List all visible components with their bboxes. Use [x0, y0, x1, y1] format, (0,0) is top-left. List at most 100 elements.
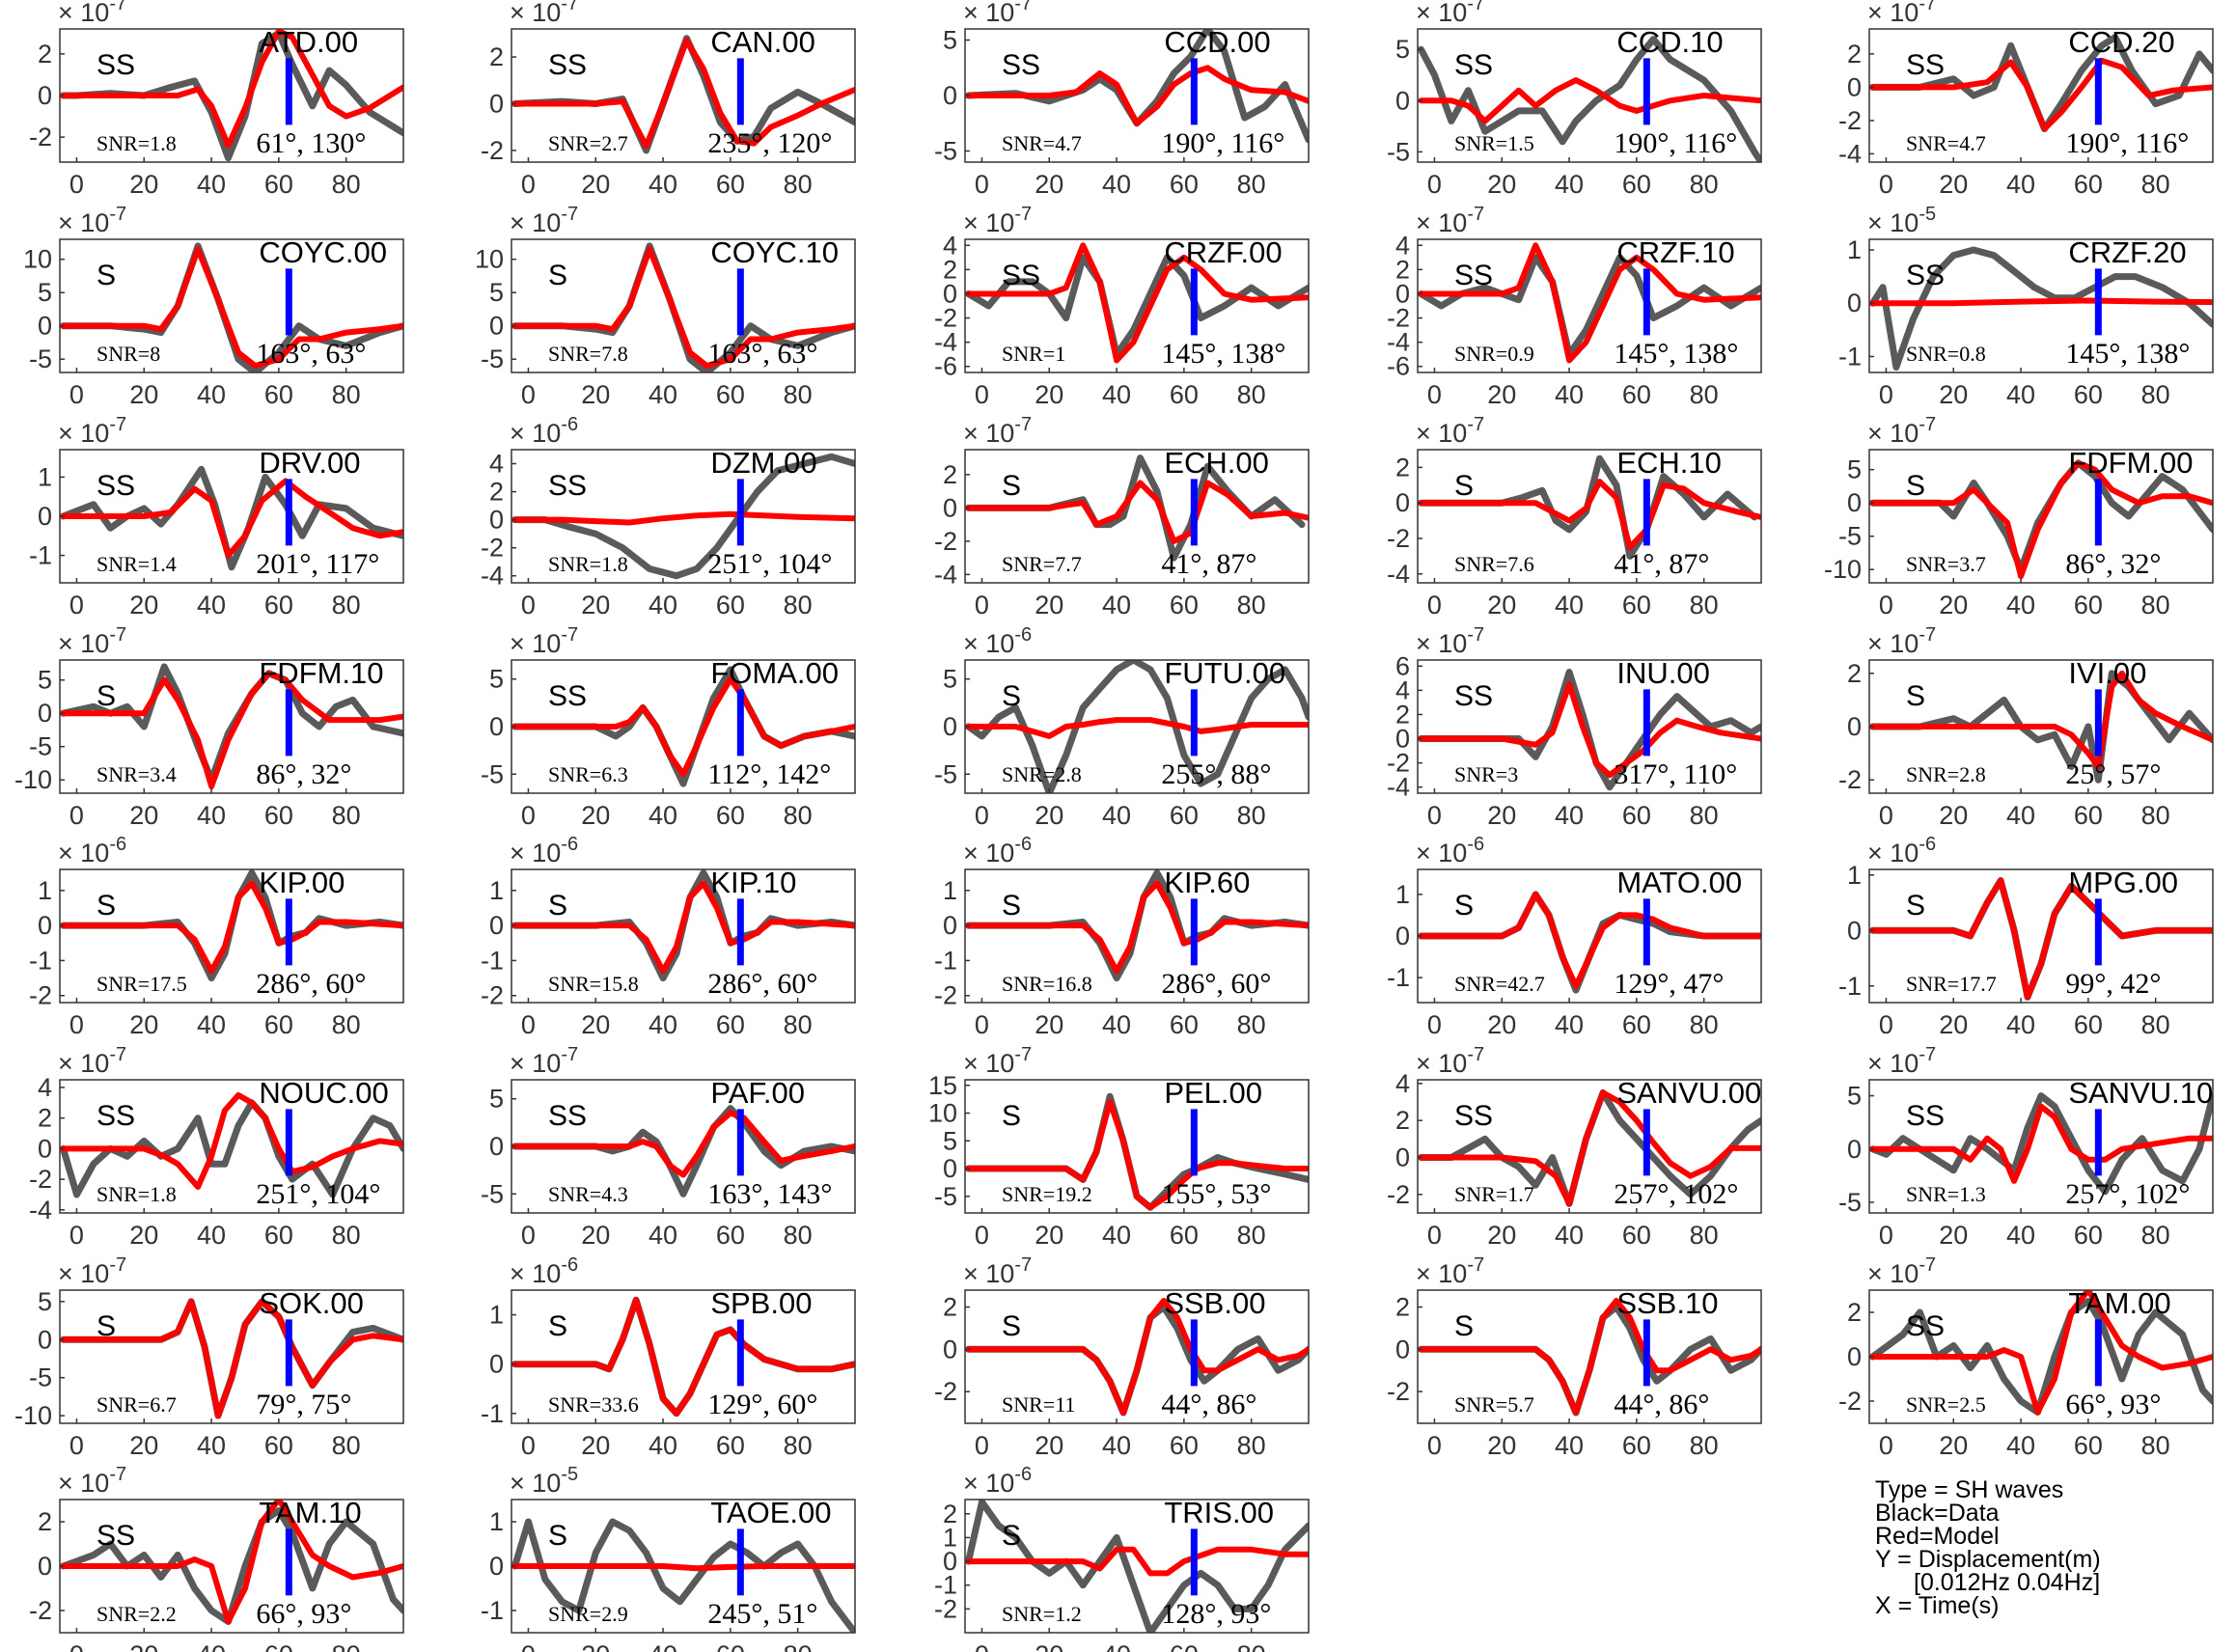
y-tick-label: -2: [934, 1594, 957, 1623]
x-tick-label: 60: [716, 1221, 745, 1250]
axes-box: [964, 238, 1310, 373]
y-exponent: × 10-7: [1867, 624, 1936, 658]
x-tick-label: 40: [1555, 1010, 1584, 1039]
legend-band: [0.012Hz 0.04Hz]: [1914, 1569, 2101, 1596]
x-tick-label: 40: [649, 1221, 677, 1250]
y-tick-label: 5: [38, 1287, 52, 1316]
x-tick-label: 40: [1102, 380, 1131, 409]
x-tick-label: 80: [2141, 801, 2170, 830]
azimuth-label: 66°, 93°: [256, 1598, 351, 1630]
station-label: CAN.00: [710, 25, 815, 59]
y-tick-label: 0: [1395, 86, 1410, 115]
axes-box: [1417, 449, 1762, 584]
y-tick-label: 1: [489, 1301, 504, 1330]
azimuth-label: 66°, 93°: [2065, 1389, 2161, 1420]
station-label: TAOE.00: [710, 1496, 831, 1529]
y-tick-label: 5: [943, 665, 957, 694]
y-tick-label: -5: [481, 759, 504, 788]
y-tick-label: 2: [943, 1500, 957, 1528]
model-trace: [965, 65, 1309, 126]
panel-CCD.20: 0 20 40 60 80 -4 -2 0 2× 10-7 SS CCD.20 SNR=4.7 190°…: [1838, 0, 2214, 199]
x-tick-label: 40: [197, 1010, 226, 1039]
x-tick-label: 40: [1555, 591, 1584, 620]
panel-KIP.10: 0 20 40 60 80 -2 -1 0 1× 10-6 S KIP.10 SNR=15.8 286°…: [481, 834, 856, 1039]
model-trace: [511, 246, 855, 370]
x-tick-label: 20: [129, 801, 158, 830]
x-tick-label: 0: [975, 1431, 989, 1460]
station-label: COYC.00: [259, 235, 387, 269]
y-tick-label: 0: [1847, 916, 1862, 945]
x-tick-label: 40: [649, 1010, 677, 1039]
azimuth-label: 190°, 116°: [1614, 127, 1737, 159]
x-tick-label: 40: [1555, 1431, 1584, 1460]
y-exponent: × 10-7: [1416, 1254, 1484, 1288]
x-tick-label: 80: [1690, 801, 1719, 830]
model-trace: [965, 1298, 1309, 1416]
model-trace: [511, 675, 855, 778]
x-tick-label: 60: [1622, 591, 1651, 620]
x-tick-label: 20: [129, 1010, 158, 1039]
snr-label: SNR=2.7: [548, 131, 628, 155]
panel-SSB.00: 0 20 40 60 80 -2 0 2× 10-7 S SSB.00 SNR=11 44°, 86°: [934, 1254, 1310, 1460]
y-tick-label: 0: [489, 89, 504, 118]
x-tick-label: 0: [521, 170, 536, 199]
x-tick-label: 60: [716, 380, 745, 409]
y-tick-label: 2: [1395, 700, 1410, 729]
station-label: DRV.00: [259, 446, 360, 480]
y-tick-label: 0: [943, 1335, 957, 1363]
snr-label: SNR=19.2: [1002, 1182, 1092, 1206]
x-tick-label: 40: [2006, 170, 2035, 199]
phase-label: SS: [97, 49, 135, 81]
azimuth-label: 61°, 130°: [256, 127, 366, 159]
station-label: KIP.60: [1164, 866, 1250, 899]
axes-box: [1417, 238, 1762, 373]
y-exponent: × 10-7: [510, 624, 578, 658]
panel-CCD.00: 0 20 40 60 80 -5 0 5× 10-7 SS CCD.00 SNR=4.7 190°, …: [934, 0, 1310, 199]
y-tick-label: 0: [1847, 289, 1862, 317]
x-tick-label: 80: [1690, 170, 1719, 199]
y-tick-label: -5: [481, 344, 504, 373]
panel-SANVU.00: 0 20 40 60 80 -2 0 2 4× 10-7 SS SANVU.00 SNR=1.7 257…: [1387, 1044, 1762, 1250]
legend: Type = SH waves Black=Data Red=Model Y =…: [1875, 1478, 2101, 1618]
x-tick-label: 0: [1879, 380, 1893, 409]
snr-label: SNR=4.3: [548, 1182, 628, 1206]
y-tick-label: 0: [1847, 712, 1862, 741]
x-tick-label: 0: [1879, 801, 1893, 830]
y-tick-label: -2: [481, 534, 504, 563]
y-tick-label: 2: [38, 1507, 52, 1536]
y-tick-label: -5: [29, 344, 52, 373]
data-trace: [1869, 1092, 2213, 1196]
azimuth-label: 190°, 116°: [1161, 127, 1284, 159]
snr-label: SNR=33.6: [548, 1392, 639, 1417]
azimuth-label: 129°, 60°: [707, 1389, 817, 1420]
phase-label: SS: [548, 470, 587, 502]
y-tick-label: 0: [1395, 488, 1410, 517]
station-label: ECH.00: [1164, 446, 1269, 480]
y-exponent: × 10-7: [1416, 1044, 1484, 1078]
azimuth-label: 44°, 86°: [1161, 1389, 1256, 1420]
y-tick-label: -2: [29, 1165, 52, 1194]
phase-label: S: [1906, 890, 1925, 922]
x-tick-label: 20: [1035, 591, 1063, 620]
y-tick-label: -4: [1387, 773, 1410, 802]
snr-label: SNR=6.7: [97, 1392, 177, 1417]
y-tick-label: 1: [489, 1507, 504, 1536]
x-tick-label: 20: [1487, 170, 1516, 199]
model-trace: [60, 1500, 403, 1625]
y-exponent: × 10-7: [963, 204, 1032, 237]
x-tick-label: 60: [716, 801, 745, 830]
x-tick-label: 20: [1939, 1221, 1968, 1250]
y-tick-label: 0: [489, 1552, 504, 1581]
y-tick-label: 10: [23, 245, 52, 274]
snr-label: SNR=7.6: [1454, 552, 1534, 576]
snr-label: SNR=8: [97, 342, 160, 366]
panel-SOK.00: 0 20 40 60 80 -10 -5 0 5× 10-7 S SOK.00 SNR=6.7 79°,…: [14, 1254, 404, 1460]
x-tick-label: 40: [1102, 170, 1131, 199]
x-tick-label: 60: [264, 591, 293, 620]
y-tick-label: -6: [1387, 352, 1410, 381]
station-label: SANVU.10: [2068, 1076, 2213, 1110]
x-tick-label: 40: [1102, 801, 1131, 830]
x-tick-label: 20: [1939, 1431, 1968, 1460]
data-trace: [965, 254, 1309, 358]
